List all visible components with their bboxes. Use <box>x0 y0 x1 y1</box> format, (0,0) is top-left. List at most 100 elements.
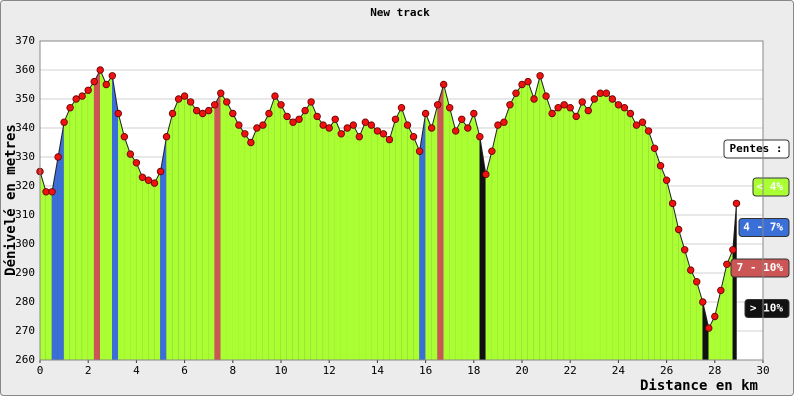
slope-segment <box>594 92 601 361</box>
profile-point <box>42 188 50 196</box>
slope-segment <box>347 124 354 361</box>
slope-segment <box>142 176 149 361</box>
profile-point <box>699 298 707 306</box>
profile-point <box>355 132 364 141</box>
slope-segment <box>75 95 83 361</box>
profile-point <box>506 101 514 109</box>
profile-point <box>180 92 189 100</box>
profile-point <box>271 92 279 100</box>
slope-segment <box>178 95 185 361</box>
slope-segment <box>503 104 511 361</box>
slope-segment <box>154 171 161 361</box>
slope-segment <box>268 96 276 361</box>
profile-point <box>668 199 677 208</box>
profile-point <box>307 98 315 106</box>
x-tick-label: 12 <box>323 364 336 377</box>
profile-point <box>120 132 129 141</box>
x-tick-label: 18 <box>467 364 480 377</box>
profile-point <box>488 147 496 155</box>
profile-point <box>379 130 388 138</box>
slope-segment <box>473 113 481 361</box>
slope-segment <box>569 106 577 361</box>
slope-segment <box>100 69 107 361</box>
slope-segment <box>401 107 408 361</box>
slope-segment <box>256 124 264 361</box>
profile-point <box>729 246 737 254</box>
profile-point <box>446 103 454 112</box>
profile-point <box>361 118 370 126</box>
slope-segment <box>600 92 607 361</box>
profile-point <box>277 101 285 109</box>
profile-point <box>458 115 466 123</box>
slope-segment <box>136 162 143 361</box>
profile-point <box>644 127 653 135</box>
slope-segment <box>533 75 541 361</box>
legend-swatch <box>730 258 790 278</box>
profile-point <box>711 312 719 321</box>
slope-segment <box>563 104 571 361</box>
slope-segment <box>630 113 637 361</box>
slope-segment <box>69 98 77 361</box>
slope-segment <box>87 80 95 361</box>
y-tick-label: 300 <box>15 237 35 250</box>
slope-segment <box>45 191 53 361</box>
profile-point <box>662 176 671 184</box>
y-tick-label: 310 <box>15 208 35 221</box>
profile-point <box>114 109 123 118</box>
slope-segment <box>539 75 547 361</box>
profile-point <box>150 179 159 187</box>
slope-segment <box>106 74 113 361</box>
profile-point <box>705 324 713 332</box>
y-tick-label: 360 <box>15 63 35 76</box>
profile-point <box>168 109 177 118</box>
profile-point <box>518 80 526 89</box>
slope-segment <box>624 107 631 361</box>
legend-swatch <box>752 177 790 197</box>
profile-point <box>373 127 382 135</box>
profile-point <box>247 138 255 147</box>
slope-segment <box>582 101 589 361</box>
slope-segment <box>383 133 390 361</box>
profile-point <box>632 121 641 129</box>
y-tick-label: 370 <box>15 34 35 47</box>
profile-point <box>415 147 424 155</box>
profile-point <box>289 118 297 126</box>
profile-point <box>313 112 321 121</box>
slope-segment <box>437 84 444 361</box>
slope-segment <box>545 96 553 361</box>
slope-segment <box>395 107 402 361</box>
profile-point <box>192 106 201 115</box>
profile-point <box>620 103 629 112</box>
slope-segment <box>118 113 125 361</box>
profile-point <box>138 173 147 181</box>
slope-segment <box>196 110 203 361</box>
slope-segment <box>413 136 420 361</box>
profile-point <box>78 92 86 100</box>
slope-segment <box>425 113 432 361</box>
profile-point <box>295 115 303 123</box>
slope-segment <box>184 95 191 361</box>
slope-segment <box>389 119 396 361</box>
x-tick-label: 24 <box>612 364 626 377</box>
legend-title-box <box>723 139 790 159</box>
profile-point <box>494 121 502 129</box>
profile-point <box>174 95 183 103</box>
profile-point <box>674 225 683 234</box>
slope-segment <box>407 124 414 361</box>
profile-point <box>554 103 562 112</box>
slope-segment <box>353 124 360 361</box>
legend-label: > 10% <box>750 302 783 315</box>
y-tick-label: 280 <box>15 295 35 308</box>
x-tick-label: 30 <box>756 364 769 377</box>
x-tick-label: 26 <box>660 364 673 377</box>
profile-point <box>680 246 689 254</box>
slope-segment <box>334 119 342 361</box>
profile-point <box>223 98 231 106</box>
profile-point <box>259 121 267 129</box>
slope-segment <box>202 110 209 361</box>
profile-point <box>427 124 436 132</box>
profile-point <box>650 144 659 152</box>
profile-point <box>500 118 508 126</box>
x-tick-label: 2 <box>85 364 92 377</box>
profile-point <box>608 95 617 103</box>
